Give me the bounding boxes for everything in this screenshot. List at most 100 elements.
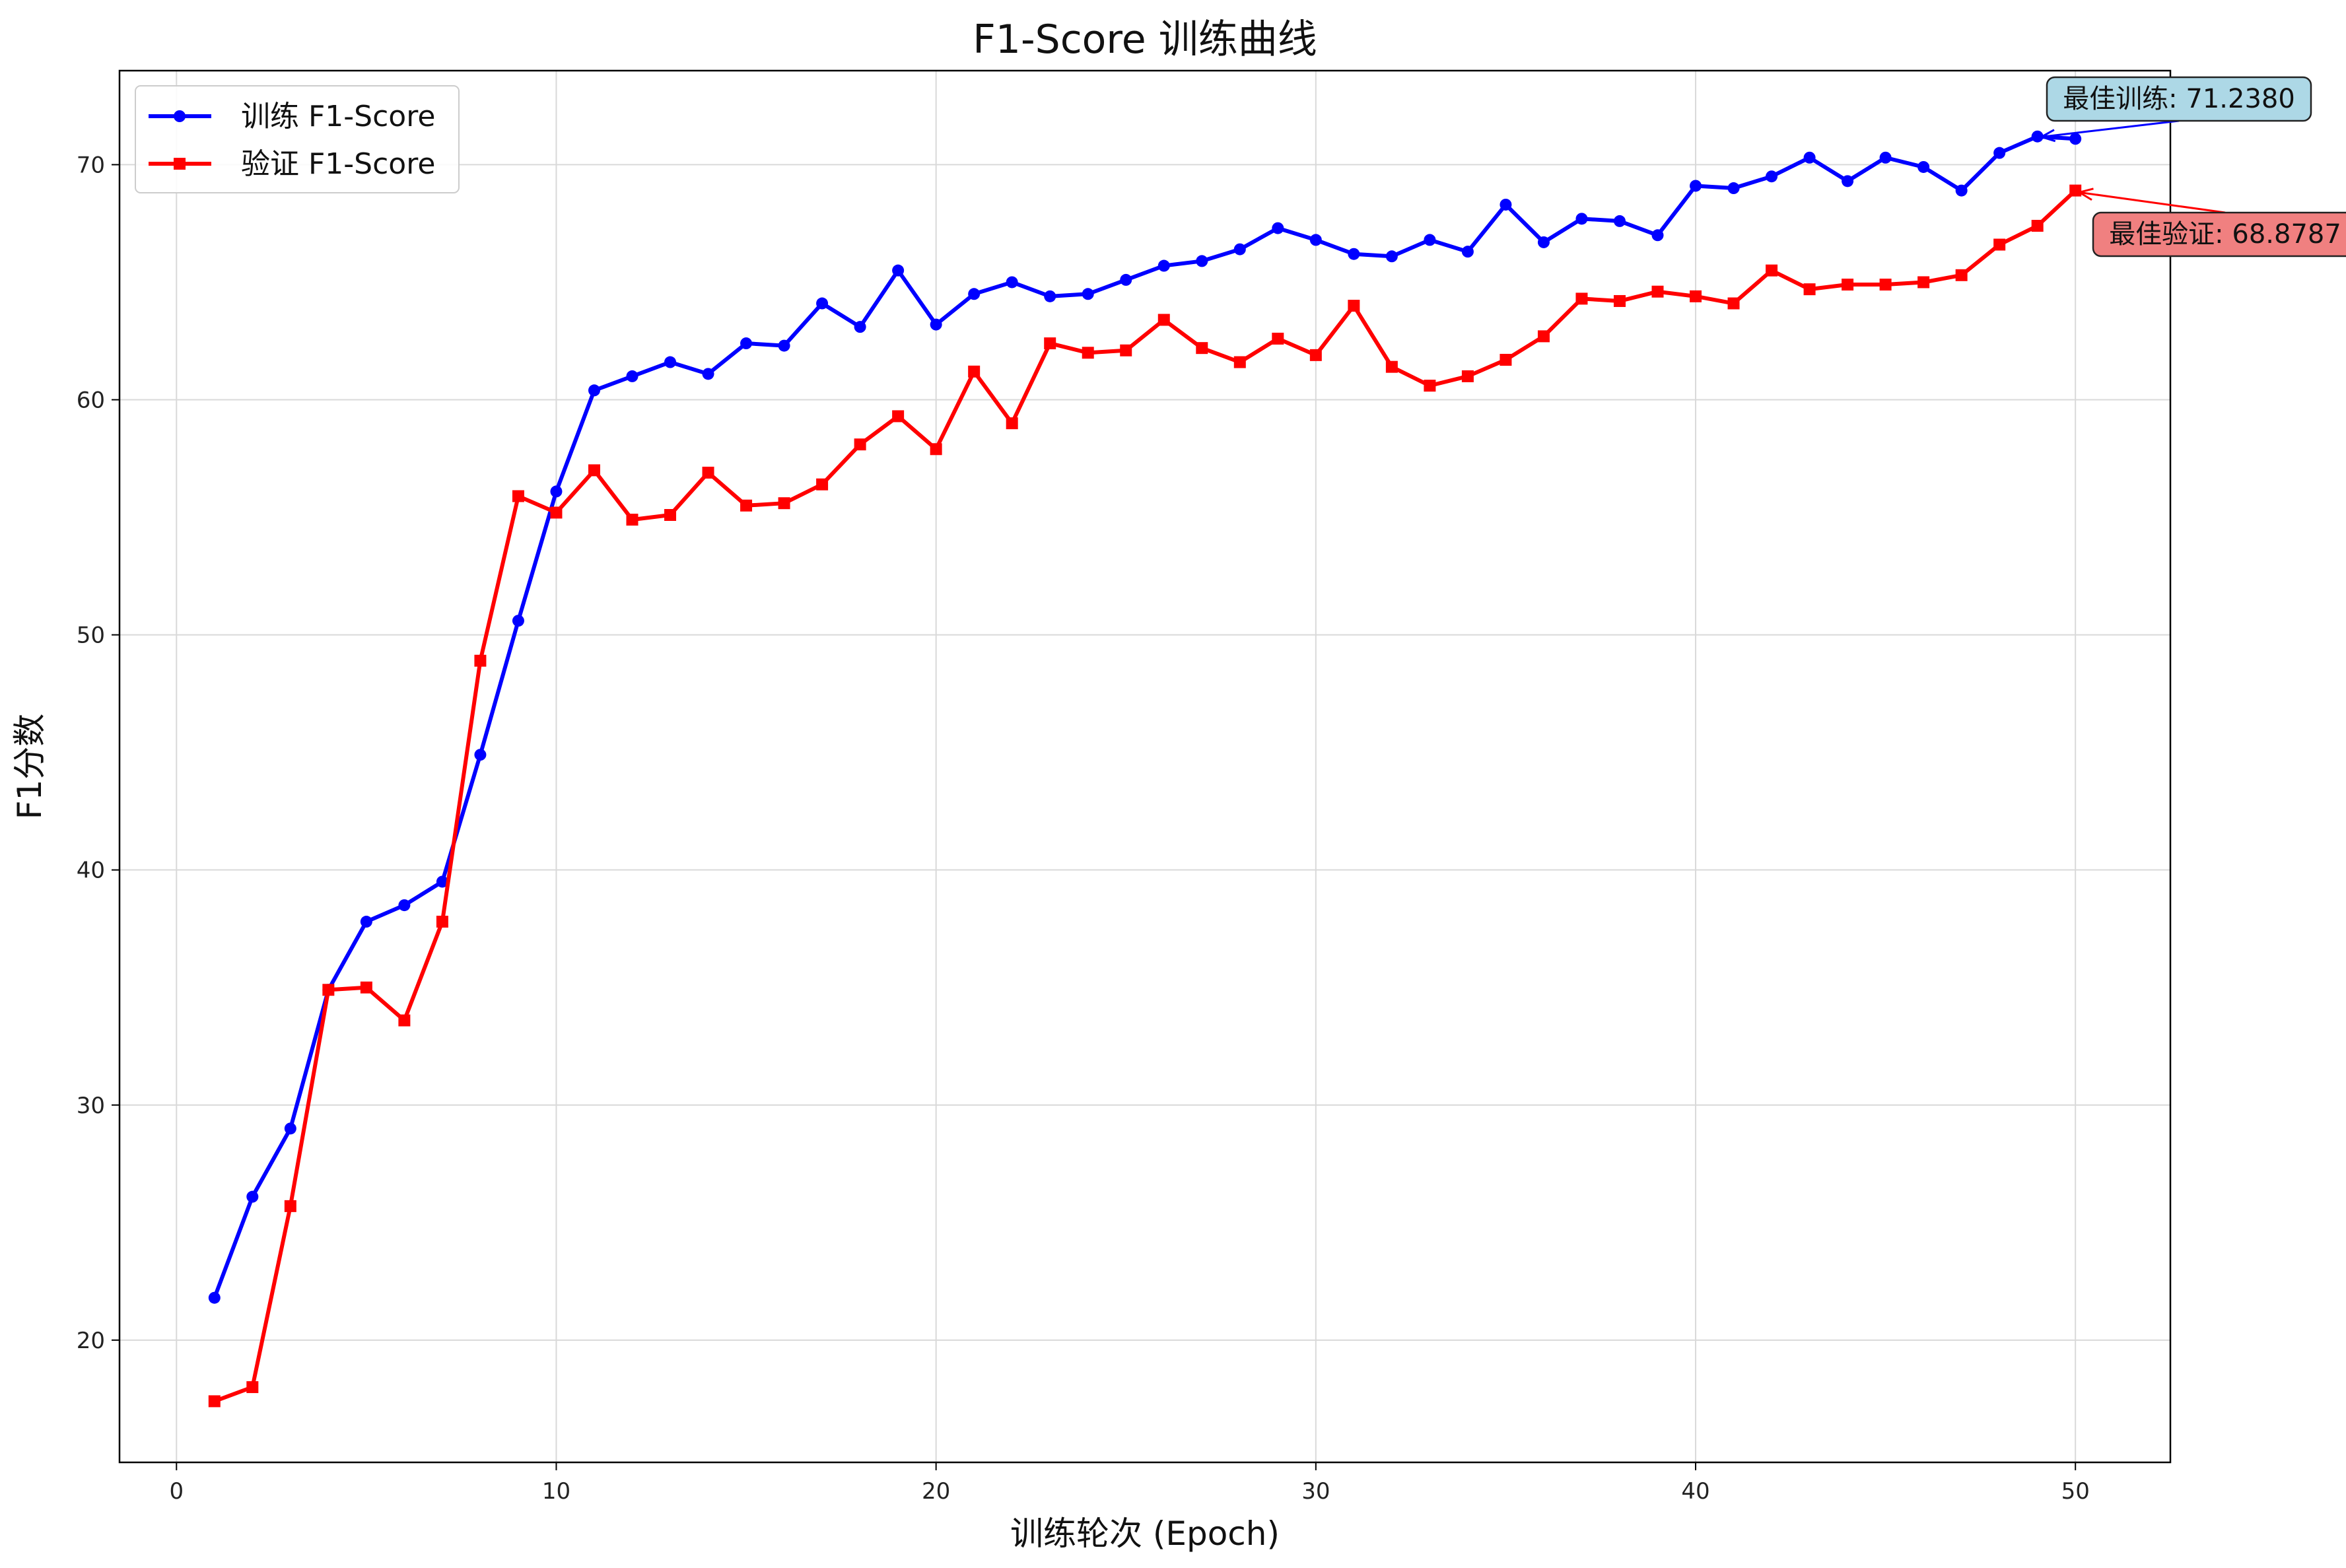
data-point (1348, 300, 1360, 312)
y-tick-label: 50 (77, 623, 105, 649)
annotation-label: 最佳验证: 68.8787 (2109, 219, 2341, 250)
data-point (1006, 276, 1018, 289)
data-point (1461, 370, 1474, 382)
data-point (702, 466, 714, 479)
data-point (1727, 182, 1740, 195)
data-point (1803, 151, 1816, 164)
data-point (436, 875, 448, 888)
data-point (1575, 292, 1588, 305)
data-point (1575, 213, 1588, 225)
legend-box (135, 85, 460, 193)
data-point (1272, 222, 1284, 234)
data-point (816, 478, 829, 491)
data-point (1727, 297, 1740, 310)
data-point (854, 438, 866, 451)
data-point (1044, 290, 1056, 302)
data-point (1196, 342, 1208, 355)
legend-label: 训练 F1-Score (241, 100, 435, 133)
data-point (1766, 170, 1778, 183)
data-point (1500, 353, 1512, 366)
data-point (246, 1381, 259, 1394)
annotation-box (2092, 211, 2346, 257)
series-1 (208, 130, 2082, 1304)
data-point (1879, 151, 1892, 164)
data-point (702, 368, 714, 380)
y-tick-label: 20 (77, 1328, 105, 1354)
data-point (1272, 332, 1284, 345)
legend: 训练 F1-Score 验证 F1-Score (135, 85, 460, 193)
data-point (968, 365, 981, 378)
x-tick-label: 0 (169, 1478, 184, 1505)
data-point (1424, 234, 1436, 246)
data-point (1537, 236, 1550, 248)
data-point (778, 497, 790, 510)
annotation-1: 最佳训练: 71.2380 (2038, 76, 2312, 143)
data-point (626, 514, 638, 526)
data-point (208, 1291, 221, 1304)
data-point (1993, 238, 2006, 251)
data-point (1690, 290, 1702, 302)
data-point (1385, 360, 1398, 373)
data-point (588, 384, 600, 397)
annotation-box (2046, 76, 2312, 122)
annotation-arrowhead (2077, 187, 2094, 201)
data-point (1157, 314, 1170, 326)
y-tick-label: 60 (77, 388, 105, 414)
data-point (664, 356, 677, 368)
data-point (322, 984, 335, 996)
data-point (1993, 147, 2006, 159)
data-point (1879, 279, 1892, 291)
x-tick-label: 30 (1301, 1478, 1330, 1505)
data-point (1917, 160, 1930, 173)
data-point (1424, 380, 1436, 392)
y-tick-label: 30 (77, 1093, 105, 1119)
data-point (2031, 130, 2044, 143)
data-point (740, 499, 753, 512)
data-point (284, 1122, 296, 1135)
x-tick-label: 40 (1681, 1478, 1709, 1505)
data-point (550, 506, 563, 519)
data-point (398, 1014, 411, 1027)
data-point (588, 464, 600, 477)
data-point (1917, 276, 1930, 289)
data-point (1348, 248, 1360, 260)
data-point (1537, 330, 1550, 343)
data-point (1120, 344, 1132, 357)
data-point (1006, 417, 1018, 430)
data-point (1651, 229, 1664, 242)
data-point (816, 297, 829, 310)
data-point (1766, 264, 1778, 277)
legend-swatch-marker (174, 158, 186, 170)
data-point (1082, 347, 1094, 359)
data-point (512, 490, 524, 502)
data-point (1157, 259, 1170, 272)
data-point (892, 264, 905, 277)
annotation-arrow (2079, 191, 2226, 214)
data-point (854, 321, 866, 333)
data-point (512, 615, 524, 627)
plot-frame (118, 69, 2172, 1464)
data-point (740, 337, 753, 350)
annotation-arrowhead (2038, 129, 2056, 143)
data-point (474, 654, 487, 667)
series-line (212, 134, 2076, 1299)
x-tick-label: 10 (542, 1478, 570, 1505)
legend-label: 验证 F1-Score (241, 147, 435, 181)
data-point (626, 370, 638, 382)
x-axis-title: 训练轮次 (Epoch) (1010, 1515, 1280, 1553)
data-point (2069, 184, 2082, 197)
data-point (892, 410, 905, 423)
data-point (1233, 356, 1246, 368)
data-point (1955, 184, 1968, 197)
annotations: 最佳训练: 71.2380 最佳验证: 68.8787 (2038, 76, 2346, 257)
data-point (550, 485, 563, 498)
data-point (1461, 246, 1474, 258)
annotation-2: 最佳验证: 68.8787 (2077, 187, 2346, 257)
series-2 (208, 184, 2082, 1408)
data-point (398, 899, 411, 912)
chart-title: F1-Score 训练曲线 (973, 17, 1317, 63)
data-point (778, 339, 790, 352)
data-point (1955, 269, 1968, 281)
x-tick-label: 20 (922, 1478, 950, 1505)
